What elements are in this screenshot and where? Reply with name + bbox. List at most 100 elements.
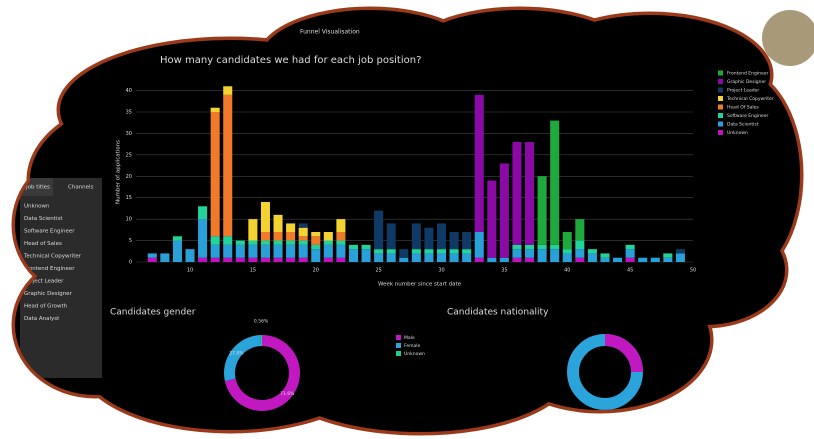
bar-segment [663,257,673,262]
sidebar-item[interactable]: Data Scientist [24,216,63,222]
donut-slice [223,335,262,381]
x-axis-label: Week number since start date [378,282,462,288]
bar-segment [198,257,208,262]
bar-segment [600,253,610,258]
legend-label: Unknown [404,351,425,357]
bar-segment [223,86,233,95]
bar-segment [298,240,308,245]
bar-segment [587,249,597,254]
legend-label: Data Scientist [727,122,759,128]
bar-segment [525,257,535,262]
bar-segment [399,257,409,262]
bar-segment [411,249,421,254]
bar-segment [273,214,283,232]
bar-segment [286,244,296,258]
bar-segment [185,249,195,262]
bar-segment [248,244,258,258]
bar-segment [286,232,296,241]
sidebar-item[interactable]: Head of Sales [24,241,62,247]
bar-segment [424,249,434,254]
y-tick-label: 30 [126,131,132,137]
bar-segment [462,253,472,262]
sidebar-item[interactable]: Technical Copywriter [23,254,82,260]
slice-label: 71.6% [280,391,295,397]
bar-segment [336,257,346,262]
bar-segment [323,257,333,262]
bar-segment [449,253,459,262]
bar-segment [462,249,472,254]
bar-segment [512,244,522,250]
sidebar-item[interactable]: Software Engineer [24,229,75,235]
sidebar-item[interactable]: Graphic Designer [24,291,73,297]
bar-segment [210,236,220,245]
bar-segment [374,253,384,262]
bar-segment [223,257,233,262]
bar-segment [575,240,585,250]
bar-segment [462,232,472,250]
sidebar-item[interactable]: Project Leader [24,279,64,285]
bar-segment [210,107,220,112]
bar-segment [323,232,333,241]
bar-segment [600,257,610,262]
y-axis-label: Number of applications [116,140,122,204]
sidebar-item[interactable]: Data Analyst [24,316,60,322]
x-tick-label: 25 [375,268,381,274]
bar-segment [638,257,648,262]
bar-segment [210,257,220,262]
legend-swatch [718,79,723,84]
bar-segment [311,236,321,245]
bar-segment [550,244,560,250]
bar-segment [248,257,258,262]
legend-label: Software Engineer [727,113,768,119]
sidebar-tab[interactable]: Channels [68,185,94,191]
bar-segment [273,244,283,258]
y-tick-label: 35 [126,110,132,116]
bar-segment [525,249,535,258]
chart-title: Candidates nationality [447,308,549,318]
bar-segment [663,253,673,258]
bar-segment [675,253,685,262]
sidebar-tab[interactable]: Job titles [25,185,50,191]
bar-segment [210,244,220,258]
bar-segment [160,253,170,262]
bar-segment [424,227,434,250]
bar-segment [235,240,245,245]
bar-segment [625,244,635,250]
bar-segment [625,257,635,262]
bar-segment [311,249,321,262]
y-tick-label: 20 [126,174,132,180]
x-tick-label: 30 [438,268,444,274]
bar-segment [273,240,283,245]
sidebar-item[interactable]: Unknown [24,204,50,210]
legend-swatch [718,130,723,135]
bar-segment [260,202,270,232]
bar-segment [399,249,409,258]
bar-segment [675,249,685,254]
x-tick-label: 50 [690,268,696,274]
bar-segment [198,206,208,220]
bar-segment [235,257,245,262]
bar-segment [286,257,296,262]
donut-slice [260,335,262,347]
decor-circle [762,10,814,66]
bar-segment [260,244,270,258]
bar-segment [172,240,182,262]
bar-segment [449,249,459,254]
y-tick-label: 40 [126,88,132,94]
bar-segment [550,249,560,262]
bar-segment [537,176,547,245]
bar-segment [361,244,371,250]
bar-segment [336,240,346,245]
bar-segment [562,253,572,262]
slice-label: 27.8% [229,351,244,357]
bar-segment [386,253,396,262]
bar-segment [575,219,585,241]
bar-segment [474,257,484,262]
bar-segment [286,223,296,232]
sidebar-item[interactable]: Frontend Engineer [24,266,75,272]
bar-segment [336,244,346,258]
legend-label: Male [404,335,415,341]
y-tick-label: 5 [129,238,132,244]
sidebar-item[interactable]: Head of Growth [24,304,68,310]
